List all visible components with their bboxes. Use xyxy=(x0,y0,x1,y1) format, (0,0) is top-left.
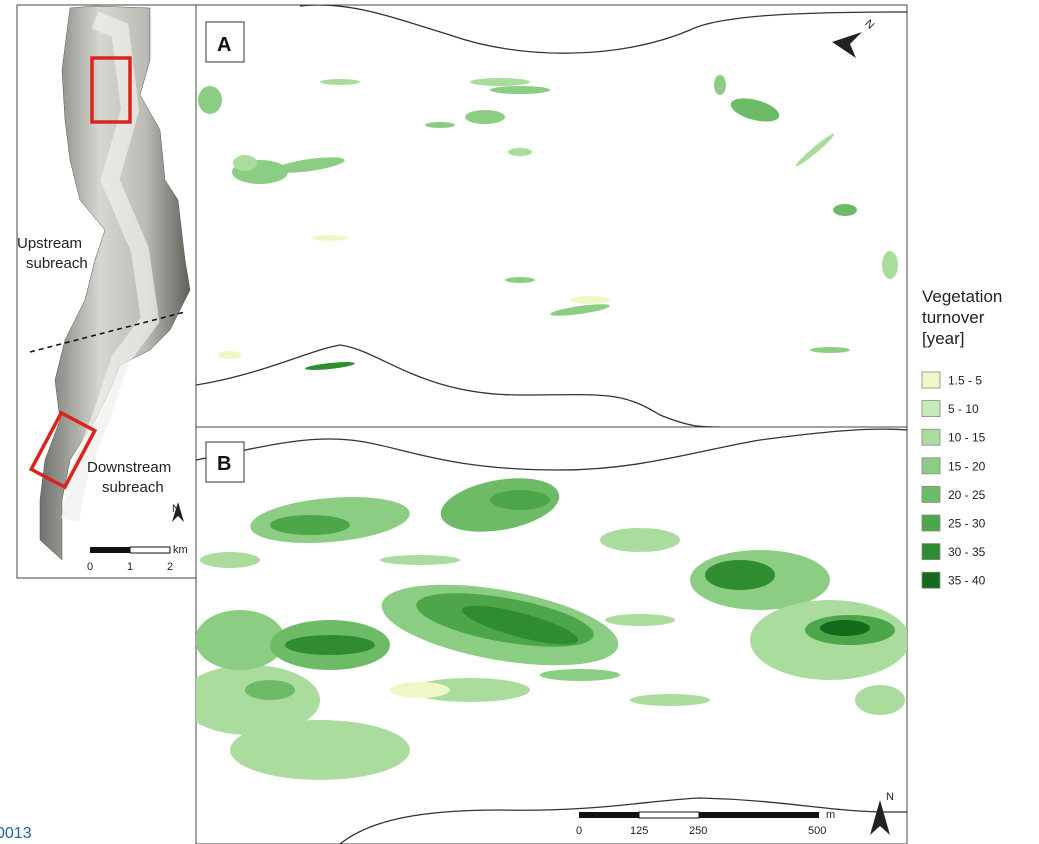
legend-swatch xyxy=(922,372,940,388)
scale-bar xyxy=(699,812,819,818)
scale-bar xyxy=(130,547,170,553)
legend-title: [year] xyxy=(922,329,965,348)
legend-swatch xyxy=(922,572,940,588)
legend-label: 1.5 - 5 xyxy=(948,374,982,388)
page: { "overview": { "upstream_label": ["Upst… xyxy=(0,0,1039,844)
legend-title: Vegetation xyxy=(922,287,1002,306)
scale-label: 1 xyxy=(127,561,133,573)
legend-label: 20 - 25 xyxy=(948,488,986,502)
scale-label: 125 xyxy=(630,825,648,837)
legend-title: turnover xyxy=(922,308,985,327)
panel-a-frame xyxy=(196,5,907,427)
panel-letter: A xyxy=(217,34,231,56)
legend-label: 35 - 40 xyxy=(948,574,986,588)
footer-fragment: 0013 xyxy=(0,825,32,842)
scale-label: 0 xyxy=(87,561,93,573)
scale-unit: km xyxy=(173,544,188,556)
legend: Vegetation turnover [year] 1.5 - 5 5 - 10… xyxy=(922,287,1002,588)
scale-label: 500 xyxy=(808,825,826,837)
legend-label: 30 - 35 xyxy=(948,545,986,559)
scale-unit: m xyxy=(826,809,835,821)
scale-label: 250 xyxy=(689,825,707,837)
figure: Upstream subreach Downstream subreach N … xyxy=(0,0,1039,844)
upstream-label: subreach xyxy=(26,255,88,272)
downstream-label: Downstream xyxy=(87,459,171,476)
scale-bar xyxy=(90,547,130,553)
legend-label: 15 - 20 xyxy=(948,459,986,473)
downstream-label: subreach xyxy=(102,479,164,496)
legend-swatch xyxy=(922,458,940,474)
north-label: N xyxy=(172,503,180,515)
legend-swatch xyxy=(922,486,940,502)
upstream-label: Upstream xyxy=(17,235,82,252)
north-label: N xyxy=(886,791,894,803)
legend-swatch xyxy=(922,401,940,417)
scale-label: 0 xyxy=(576,825,582,837)
scale-bar xyxy=(579,812,639,818)
scale-label: 2 xyxy=(167,561,173,573)
legend-swatch xyxy=(922,515,940,531)
legend-label: 5 - 10 xyxy=(948,402,979,416)
legend-label: 25 - 30 xyxy=(948,517,986,531)
panel-letter: B xyxy=(217,453,231,475)
scale-bar xyxy=(639,812,699,818)
legend-swatch xyxy=(922,429,940,445)
legend-label: 10 - 15 xyxy=(948,431,986,445)
legend-swatch xyxy=(922,544,940,560)
